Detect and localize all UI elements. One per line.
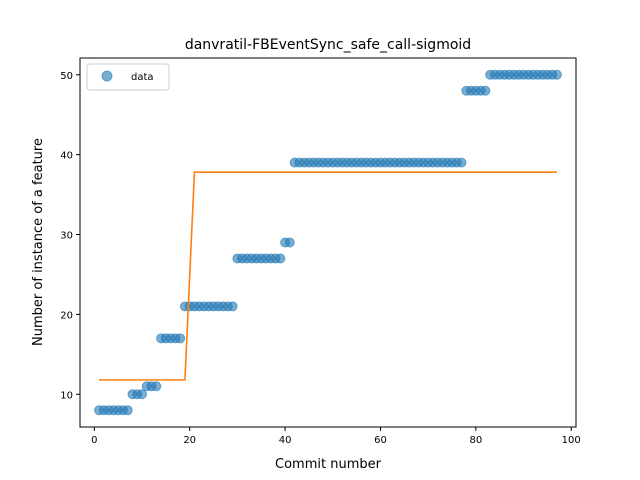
x-tick-label: 80 xyxy=(469,435,482,446)
chart-title: danvratil-FBEventSync_safe_call-sigmoid xyxy=(185,37,471,53)
x-axis: 0 20 40 60 80 100 xyxy=(91,427,581,446)
data-point xyxy=(151,381,162,392)
data-point xyxy=(284,237,295,248)
y-tick-label: 30 xyxy=(60,231,73,242)
legend-marker-data xyxy=(101,70,113,82)
plot-area xyxy=(94,69,562,416)
axes-frame xyxy=(79,57,577,428)
y-tick-label: 40 xyxy=(60,151,73,162)
x-tick-label: 60 xyxy=(374,435,387,446)
y-axis-title: Number of instance of a feature xyxy=(31,138,46,346)
y-tick-label: 10 xyxy=(60,390,73,401)
legend-label-data: data xyxy=(131,72,154,83)
data-point xyxy=(137,389,147,400)
data-point xyxy=(480,85,491,96)
fit-line xyxy=(99,171,557,381)
y-tick-label: 20 xyxy=(60,310,73,321)
data-point xyxy=(456,157,467,168)
data-point xyxy=(275,253,286,264)
x-tick-label: 0 xyxy=(91,435,97,446)
x-tick-label: 100 xyxy=(562,435,581,446)
y-axis: 10 20 30 40 50 xyxy=(60,71,80,401)
data-point xyxy=(551,69,562,80)
x-tick-label: 40 xyxy=(279,435,292,446)
x-axis-title: Commit number xyxy=(275,457,382,472)
data-point xyxy=(175,333,186,344)
legend: data xyxy=(86,63,170,91)
y-tick-label: 50 xyxy=(60,71,73,82)
x-tick-label: 20 xyxy=(183,435,196,446)
data-point xyxy=(122,405,133,416)
legend-box xyxy=(86,63,170,91)
data-point xyxy=(227,301,238,312)
